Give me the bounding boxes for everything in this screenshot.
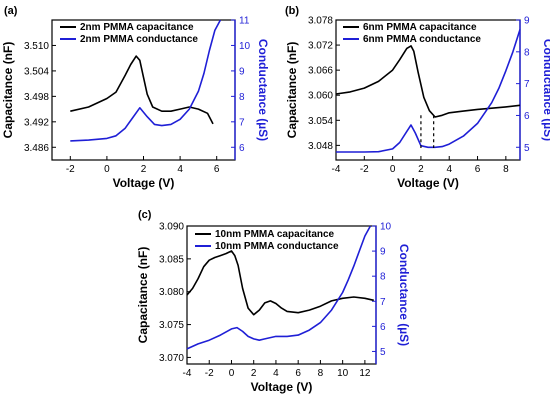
y2-tick-label: 8	[239, 92, 245, 103]
y-tick-label: 3.504	[24, 66, 49, 77]
x-tick-label: 8	[503, 164, 509, 175]
x-tick-label: 2	[418, 164, 424, 175]
y-tick-label: 3.486	[24, 143, 49, 154]
y-tick-label: 3.510	[24, 41, 49, 52]
y2-tick-label: 5	[524, 143, 530, 154]
x-tick-label: 0	[229, 368, 235, 379]
x-tick-label: -4	[332, 164, 341, 175]
x-tick-label: 2	[141, 164, 147, 175]
y2-tick-label: 7	[239, 117, 245, 128]
x-tick-label: -4	[183, 368, 192, 379]
y2-tick-label: 9	[380, 247, 386, 258]
y2-axis-label: Conductance (µS)	[256, 39, 270, 141]
y-axis-label: Capacitance (nF)	[285, 42, 299, 139]
x-tick-label: -2	[360, 164, 369, 175]
y2-tick-label: 10	[380, 222, 392, 233]
chart-panel-1: (b) -4 -2 0 2 4 6 8 3.048 3.054 3.060 3.066 3.072 3.0…	[285, 5, 550, 190]
y-axis-label: Capacitance (nF)	[136, 247, 150, 344]
y2-tick-label: 6	[239, 143, 245, 154]
series-line-1	[70, 19, 222, 142]
panel-label: (b)	[285, 5, 299, 17]
y2-tick-label: 9	[524, 16, 530, 27]
legend-label: 6nm PMMA capacitance	[363, 22, 477, 33]
y2-tick-label: 10	[239, 41, 251, 52]
y-tick-label: 3.066	[308, 66, 333, 77]
x-tick-label: -2	[66, 164, 75, 175]
x-tick-label: 0	[390, 164, 396, 175]
series-line-1	[336, 29, 521, 153]
x-tick-label: 12	[359, 368, 371, 379]
y-tick-label: 3.080	[159, 287, 184, 298]
y2-tick-label: 8	[524, 47, 530, 58]
series-line-1	[186, 225, 372, 350]
panel-label: (a)	[4, 5, 18, 17]
legend-label: 2nm PMMA capacitance	[80, 22, 194, 33]
panel-label: (c)	[138, 209, 152, 221]
y2-tick-label: 7	[380, 297, 386, 308]
y2-axis-label: Conductance (µS)	[541, 39, 550, 141]
x-tick-label: 8	[318, 368, 324, 379]
y2-axis-label: Conductance (µS)	[397, 244, 411, 346]
x-tick-label: 2	[251, 368, 257, 379]
x-tick-label: 10	[337, 368, 349, 379]
y2-tick-label: 6	[524, 111, 530, 122]
x-tick-label: -2	[205, 368, 214, 379]
x-axis-label: Voltage (V)	[113, 176, 175, 190]
legend-label: 6nm PMMA conductance	[363, 34, 481, 45]
y-tick-label: 3.070	[159, 353, 184, 364]
y2-tick-label: 9	[239, 66, 245, 77]
y2-tick-label: 7	[524, 79, 530, 90]
y2-tick-label: 6	[380, 322, 386, 333]
y2-tick-label: 11	[239, 16, 250, 27]
y-tick-label: 3.054	[308, 116, 333, 127]
series-line-0	[186, 250, 374, 316]
y-tick-label: 3.078	[308, 16, 333, 27]
x-tick-label: 4	[273, 368, 279, 379]
series-line-0	[70, 55, 214, 125]
y-tick-label: 3.060	[308, 91, 333, 102]
x-tick-label: 6	[295, 368, 301, 379]
series-line-0	[335, 45, 521, 118]
legend-label: 2nm PMMA conductance	[80, 34, 198, 45]
y2-tick-label: 8	[380, 272, 386, 283]
legend-label: 10nm PMMA conductance	[215, 241, 339, 252]
y-tick-label: 3.072	[308, 41, 333, 52]
x-tick-label: 4	[177, 164, 183, 175]
chart-panel-2: (c) -4 -2 0 2 4 6 8 10 12 3.070 3.075 3.080 3.085 3.09…	[136, 209, 411, 394]
x-tick-label: 0	[104, 164, 110, 175]
x-tick-label: 4	[446, 164, 452, 175]
y-tick-label: 3.085	[159, 254, 184, 265]
chart-panel-0: (a) -2 0 2 4 6 3.486 3.492 3.498 3.504 3.510 6 7 8 9 10…	[1, 5, 270, 190]
legend-label: 10nm PMMA capacitance	[215, 229, 335, 240]
y-tick-label: 3.492	[24, 117, 49, 128]
x-tick-label: 6	[214, 164, 220, 175]
y-tick-label: 3.498	[24, 92, 49, 103]
y-tick-label: 3.075	[159, 320, 184, 331]
y-axis-label: Capacitance (nF)	[1, 42, 15, 139]
y2-tick-label: 5	[380, 347, 386, 358]
y-tick-label: 3.048	[308, 141, 333, 152]
x-axis-label: Voltage (V)	[251, 380, 313, 394]
y-tick-label: 3.090	[159, 222, 184, 233]
x-axis-label: Voltage (V)	[397, 176, 459, 190]
x-tick-label: 6	[475, 164, 481, 175]
